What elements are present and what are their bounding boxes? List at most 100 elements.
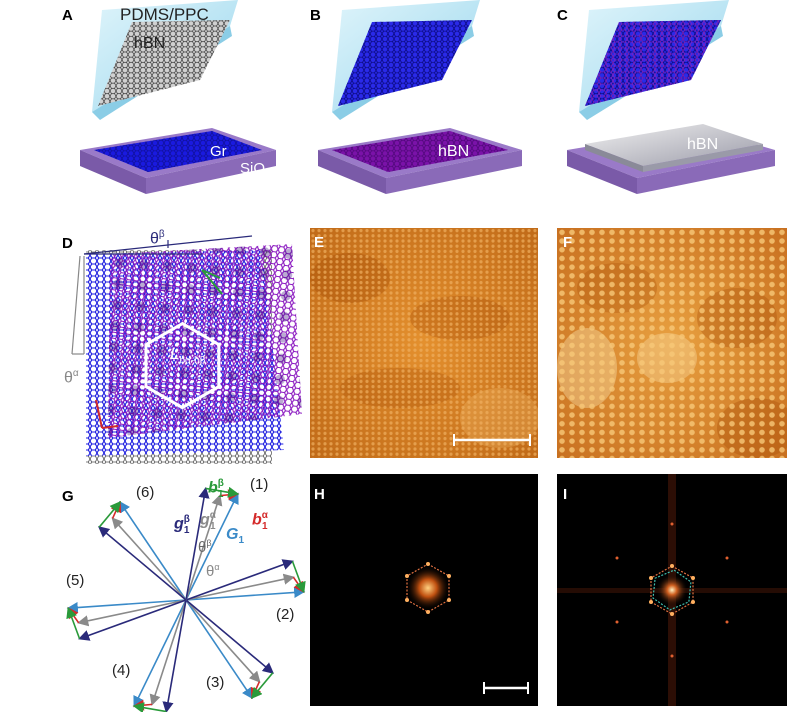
panel-i-fft-image bbox=[557, 474, 787, 706]
b-beta-vector-3 bbox=[250, 672, 274, 700]
g-alpha-vector-4 bbox=[149, 599, 187, 706]
panel-g-label: G bbox=[62, 488, 74, 505]
g-index-2: (2) bbox=[276, 606, 295, 623]
g-beta-vector-4 bbox=[162, 599, 187, 714]
d-moire-length-symbol: L bbox=[170, 344, 180, 363]
d-moire-length-sub: bα-bβ bbox=[179, 355, 206, 367]
g-label-b-beta-sup: β bbox=[217, 478, 224, 489]
d-theta-beta-symbol: θ bbox=[150, 230, 159, 248]
g-label-g-beta-sup: β bbox=[183, 514, 190, 525]
g-label-g-alpha-sup: α bbox=[209, 510, 216, 521]
g-label-theta-alpha-symbol: θ bbox=[206, 563, 215, 580]
panel-c: C hBN bbox=[557, 0, 787, 218]
g-index-5: (5) bbox=[66, 572, 85, 589]
bottom-hbn-label-c: hBN bbox=[687, 136, 719, 153]
g-beta-vector-3 bbox=[185, 599, 275, 674]
substrate-label: SiO2 bbox=[240, 160, 271, 180]
G-vector-4 bbox=[133, 599, 187, 708]
top-hbn-label: hBN bbox=[134, 35, 166, 52]
panel-h-label: H bbox=[314, 486, 325, 503]
g-label-theta-alpha: θα bbox=[206, 562, 220, 580]
d-theta-alpha: θα bbox=[64, 368, 79, 387]
d-theta-beta: θβ bbox=[150, 229, 165, 248]
b-beta-vector-6 bbox=[98, 500, 122, 528]
g-label-b-alpha-symbol: b bbox=[252, 511, 262, 529]
panel-b-label: B bbox=[310, 7, 321, 24]
g-label-g-beta-sub: 1 bbox=[183, 524, 190, 536]
g-label-b-beta-sub: 1 bbox=[217, 488, 224, 500]
panel-c-illustration bbox=[567, 0, 775, 194]
stamp-label: PDMS/PPC bbox=[120, 5, 209, 24]
G-vector-1 bbox=[185, 492, 239, 601]
g-label-g-beta-symbol: g bbox=[174, 515, 184, 533]
d-theta-beta-sup: β bbox=[158, 229, 165, 240]
g-label-b-beta: bβ1 bbox=[208, 478, 224, 500]
b-beta-vector-4 bbox=[132, 702, 167, 714]
panel-f: F bbox=[557, 228, 787, 458]
panel-i-label: I bbox=[563, 486, 568, 503]
panel-g: G (1) (2) (3) (4) (5) (6) bβ1 bα1 gβ1 gα… bbox=[62, 474, 312, 714]
G-vector-5 bbox=[66, 599, 187, 614]
substrate-label-text: SiO bbox=[240, 160, 266, 177]
g-label-b-alpha-sub: 1 bbox=[261, 520, 268, 532]
g-beta-vector-1 bbox=[185, 486, 210, 601]
g-beta-vector-2 bbox=[185, 559, 294, 601]
panel-f-afm-image bbox=[557, 228, 787, 458]
substrate-label-sub: 2 bbox=[265, 169, 271, 180]
panel-d-label: D bbox=[62, 235, 73, 252]
panel-h: H bbox=[310, 474, 538, 706]
panel-b-illustration bbox=[318, 0, 522, 194]
panel-c-label: C bbox=[557, 7, 568, 24]
g-label-G1: G1 bbox=[226, 526, 244, 546]
panel-d: D θβ θα Lbα-bβ bbox=[62, 228, 302, 468]
g-index-1: (1) bbox=[250, 476, 269, 493]
d-moire-length: Lbα-bβ bbox=[170, 344, 205, 366]
g-label-theta-alpha-sup: α bbox=[214, 562, 220, 572]
bottom-hbn-label-b: hBN bbox=[438, 143, 470, 160]
d-theta-alpha-sup: α bbox=[72, 368, 79, 379]
g-label-G1-symbol: G bbox=[226, 526, 239, 543]
b-beta-vector-2 bbox=[291, 560, 306, 594]
d-theta-alpha-symbol: θ bbox=[64, 369, 73, 387]
G-vector-6 bbox=[119, 500, 187, 601]
g-label-g-beta: gβ1 bbox=[174, 514, 190, 536]
g-label-g-alpha-sub: 1 bbox=[209, 520, 216, 532]
G-vector-3 bbox=[185, 599, 253, 700]
g-label-b-alpha: bα1 bbox=[252, 510, 268, 532]
panel-f-label: F bbox=[563, 234, 573, 251]
g-label-b-beta-symbol: b bbox=[208, 479, 218, 497]
panel-d-illustration bbox=[71, 235, 302, 464]
g-alpha-vector-1 bbox=[185, 494, 223, 601]
g-label-g-alpha-symbol: g bbox=[200, 511, 210, 529]
g-alpha-vector-3 bbox=[185, 599, 261, 683]
b-beta-vector-1 bbox=[205, 486, 240, 498]
b-beta-vector-5 bbox=[66, 606, 81, 640]
G-vector-2 bbox=[185, 586, 306, 601]
g-index-3: (3) bbox=[206, 674, 225, 691]
g-beta-vector-5 bbox=[78, 599, 187, 641]
panel-b: B hBN bbox=[310, 0, 535, 218]
g-label-G1-sub: 1 bbox=[238, 535, 245, 547]
panel-i: I bbox=[557, 474, 787, 706]
g-index-4: (4) bbox=[112, 662, 131, 679]
panel-a-illustration bbox=[80, 0, 276, 194]
g-label-theta-beta-sup: β bbox=[206, 538, 212, 548]
g-label-g-alpha: gα1 bbox=[200, 510, 216, 532]
panel-a: A PDMS/PPC hBN Gr SiO2 bbox=[62, 0, 284, 218]
graphene-label: Gr bbox=[210, 143, 227, 160]
g-label-theta-beta-symbol: θ bbox=[198, 539, 207, 556]
panel-e: E bbox=[310, 228, 538, 458]
reciprocal-vectors bbox=[66, 486, 306, 714]
panel-e-label: E bbox=[314, 234, 325, 251]
g-alpha-vector-2 bbox=[185, 573, 295, 601]
panel-e-afm-image bbox=[310, 228, 538, 458]
panel-g-diagram bbox=[66, 486, 306, 714]
g-label-b-alpha-sup: α bbox=[261, 510, 268, 521]
panel-a-label: A bbox=[62, 7, 73, 24]
g-label-theta-beta: θβ bbox=[198, 538, 212, 556]
g-alpha-vector-6 bbox=[111, 517, 187, 601]
g-beta-vector-6 bbox=[97, 526, 187, 601]
g-alpha-vector-5 bbox=[77, 599, 187, 627]
g-index-6: (6) bbox=[136, 484, 155, 501]
panel-h-fft-image bbox=[405, 562, 529, 694]
